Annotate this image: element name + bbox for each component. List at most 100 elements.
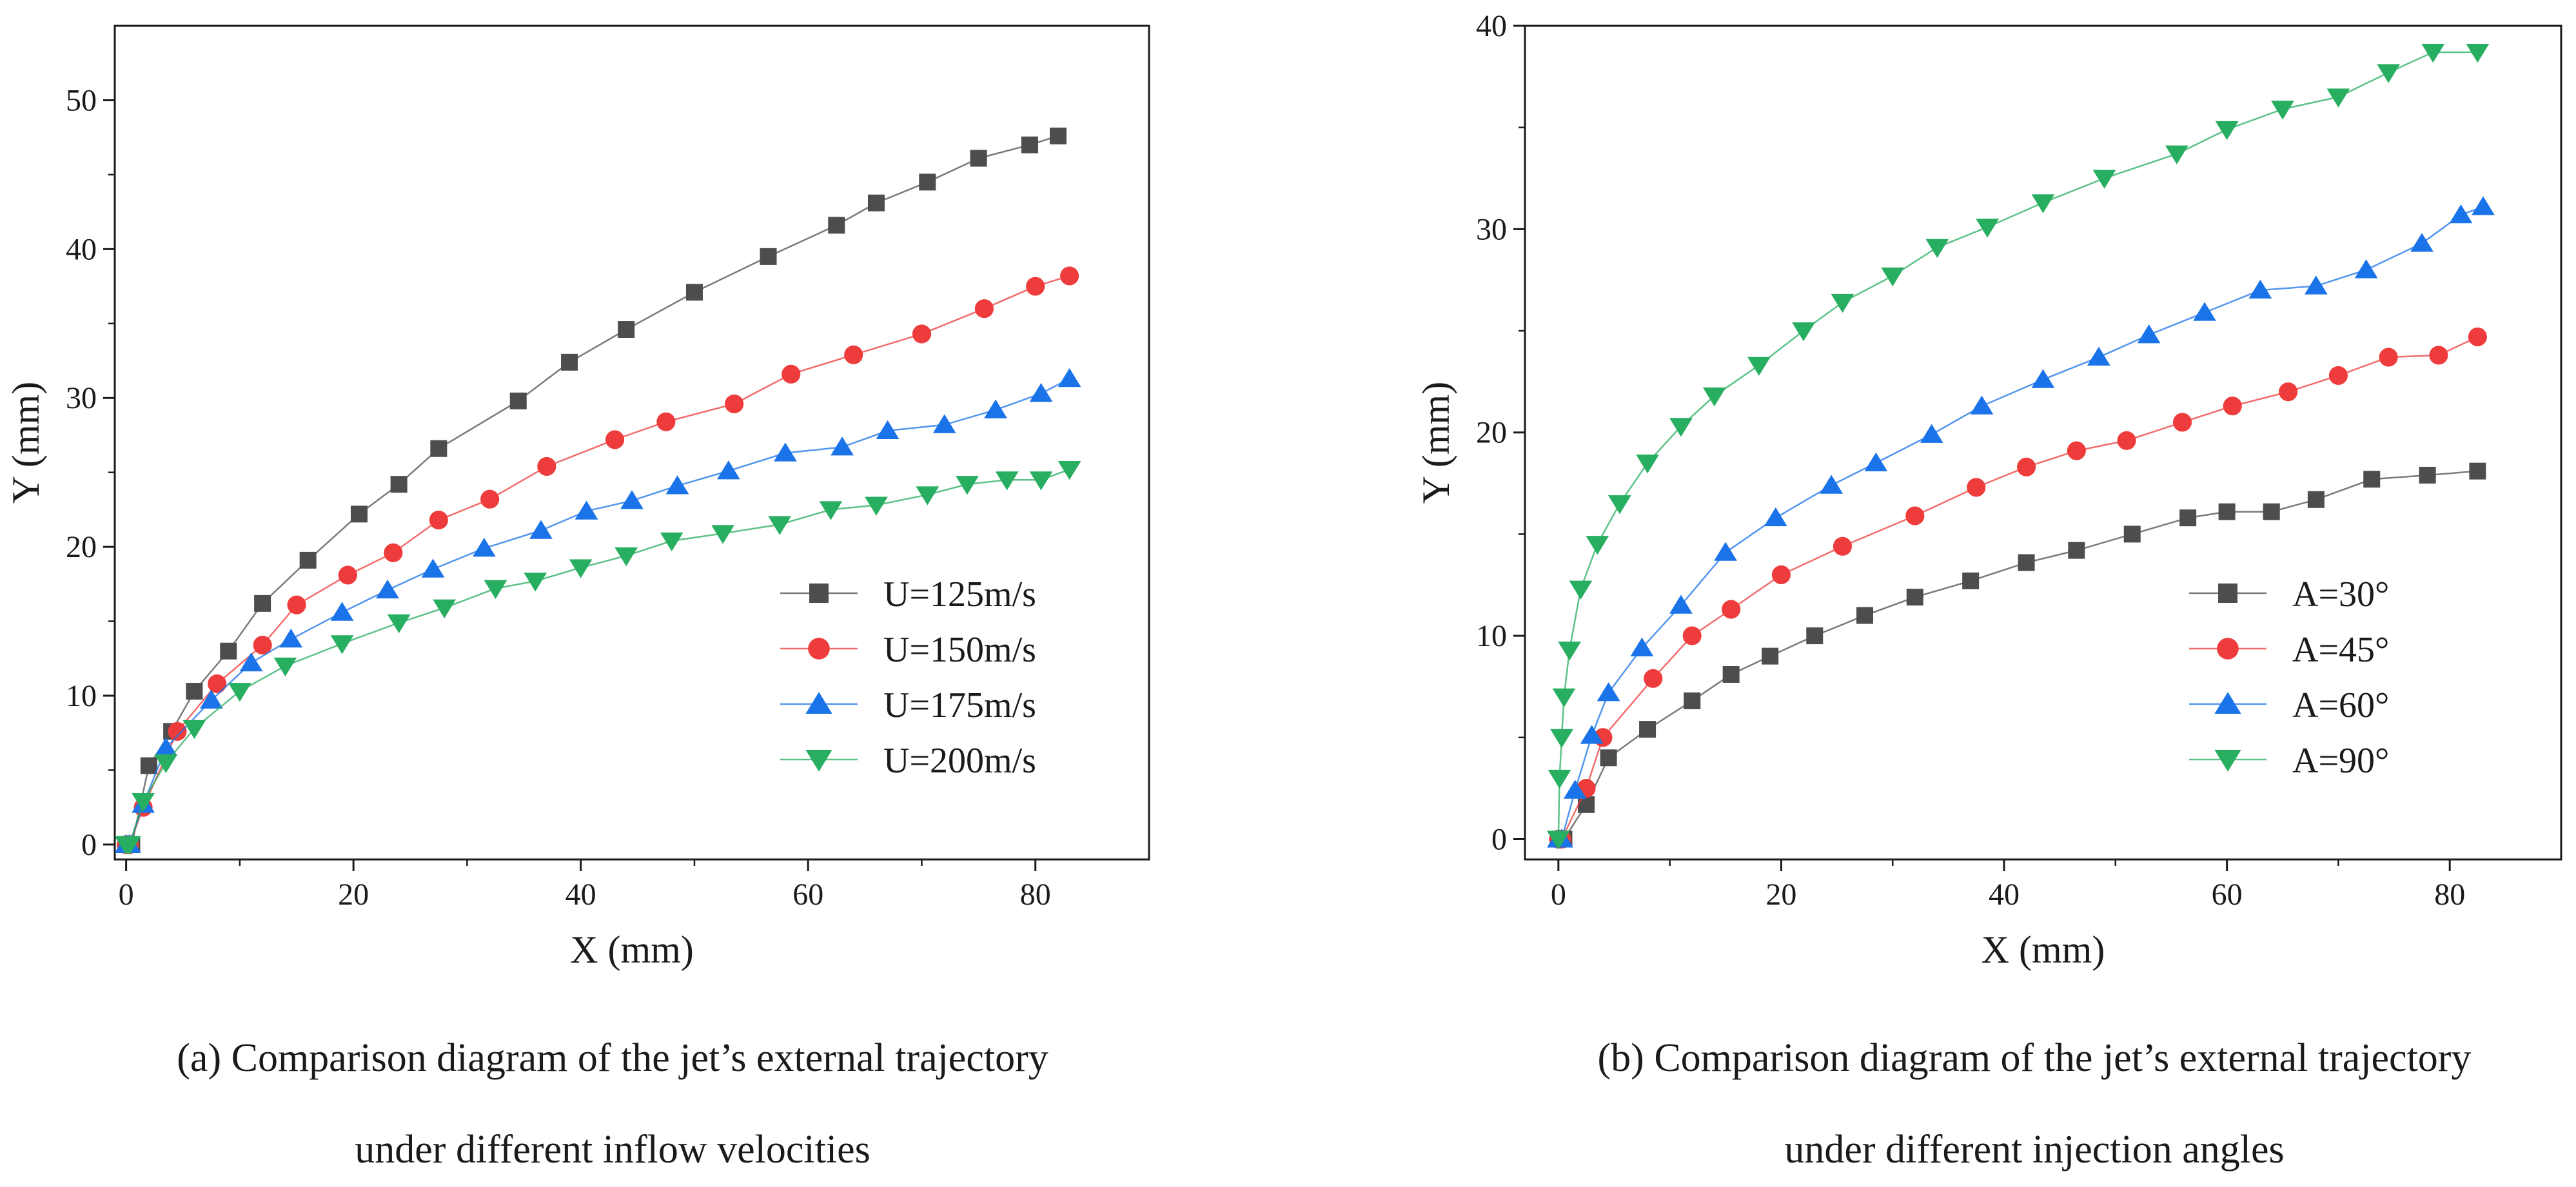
data-point: [279, 629, 303, 648]
data-point: [569, 559, 593, 578]
y-tick-label: 50: [66, 83, 97, 117]
y-tick-label: 0: [1491, 822, 1507, 856]
data-point: [384, 543, 403, 562]
x-tick-label: 20: [338, 878, 369, 912]
data-point: [1764, 507, 1787, 527]
data-point: [1636, 455, 1659, 474]
data-point: [2092, 170, 2116, 189]
legend-marker: [2218, 584, 2237, 603]
data-point: [1762, 647, 1779, 665]
data-point: [1976, 219, 1999, 238]
data-point: [1833, 536, 1853, 556]
data-point: [254, 594, 271, 612]
data-point: [484, 580, 507, 600]
data-point: [472, 538, 496, 557]
data-point: [2179, 509, 2197, 527]
data-point: [430, 440, 447, 457]
data-point: [711, 525, 734, 544]
data-point: [1630, 637, 1654, 657]
data-point: [2354, 259, 2378, 279]
data-point: [2172, 413, 2192, 432]
data-point: [867, 194, 885, 211]
data-point: [1060, 266, 1079, 286]
data-point: [2468, 327, 2487, 347]
data-point: [916, 486, 939, 505]
legend-marker: [2217, 638, 2239, 660]
data-point: [421, 558, 445, 578]
data-point: [228, 683, 251, 702]
data-point: [154, 754, 178, 774]
data-point: [1864, 452, 1888, 472]
data-point: [1820, 475, 1844, 494]
data-point: [1856, 607, 1874, 624]
data-point: [2379, 348, 2398, 367]
data-point: [2193, 302, 2216, 321]
data-point: [186, 683, 203, 700]
data-point: [1682, 626, 1702, 645]
data-point: [828, 217, 845, 234]
data-point: [819, 501, 843, 520]
series-A=45°: [1549, 327, 2487, 849]
data-point: [2123, 525, 2141, 543]
data-point: [2215, 121, 2239, 141]
data-point: [618, 321, 635, 338]
data-point: [2087, 346, 2110, 366]
data-point: [1558, 642, 1581, 661]
data-point: [2263, 503, 2280, 520]
legend-marker: [808, 638, 830, 660]
y-tick-label: 10: [66, 679, 97, 713]
data-point: [1669, 594, 1693, 614]
data-point: [1684, 692, 1701, 710]
x-tick-label: 80: [2434, 878, 2465, 912]
chart-panel-a: 0 20 40 60 80 0 10 20 30 40 50 X (mm) Y (mm) U=125m/s…: [5, 25, 1150, 971]
legend: U=125m/s U=150m/s U=175m/s U=200m/s: [780, 574, 1036, 781]
data-point: [350, 505, 368, 523]
data-point: [299, 551, 317, 569]
caption-a-line2: under different inflow velocities: [355, 1128, 870, 1172]
data-point: [239, 652, 263, 672]
legend-marker: [809, 584, 829, 603]
y-tick-label: 40: [1476, 9, 1507, 43]
data-point: [2165, 145, 2188, 164]
data-point: [2469, 462, 2486, 480]
data-point: [2279, 382, 2298, 402]
data-point: [387, 614, 411, 634]
data-point: [1906, 589, 1923, 606]
data-point: [876, 420, 900, 440]
y-tick-label: 20: [1476, 416, 1507, 450]
legend-marker: [805, 692, 832, 714]
data-point: [1021, 136, 1038, 153]
data-point: [656, 412, 676, 431]
data-point: [2248, 279, 2272, 299]
data-point: [1569, 580, 1593, 600]
data-point: [912, 324, 932, 344]
data-point: [2304, 275, 2328, 295]
data-point: [865, 496, 888, 516]
data-point: [1548, 769, 1571, 789]
data-point: [716, 460, 740, 480]
legend-label: A=45°: [2292, 630, 2389, 670]
data-point: [168, 721, 187, 741]
data-point: [615, 547, 638, 567]
data-point: [1905, 506, 1925, 525]
x-tick-label: 60: [792, 878, 823, 912]
data-point: [932, 414, 956, 433]
data-point: [273, 657, 297, 677]
y-tick-label: 30: [66, 381, 97, 415]
data-point: [376, 579, 399, 599]
y-tick-label: 20: [66, 530, 97, 564]
data-point: [844, 345, 863, 364]
chart-panel-b: 0 20 40 60 80 0 10 20 30 40 X (mm) Y (mm) A=30° A=45°…: [1415, 9, 2562, 971]
legend-label: A=60°: [2292, 685, 2389, 725]
data-point: [1057, 461, 1081, 480]
data-point: [509, 392, 527, 409]
data-point: [1639, 721, 1657, 738]
data-point: [919, 173, 936, 191]
legend-label: U=150m/s: [883, 630, 1036, 670]
data-point: [429, 511, 448, 530]
x-tick-label: 80: [1020, 878, 1051, 912]
data-point: [2326, 88, 2350, 108]
caption-a-line1: (a) Comparison diagram of the jet’s exte…: [177, 1036, 1048, 1080]
data-point: [1925, 239, 1949, 258]
data-point: [660, 532, 683, 552]
